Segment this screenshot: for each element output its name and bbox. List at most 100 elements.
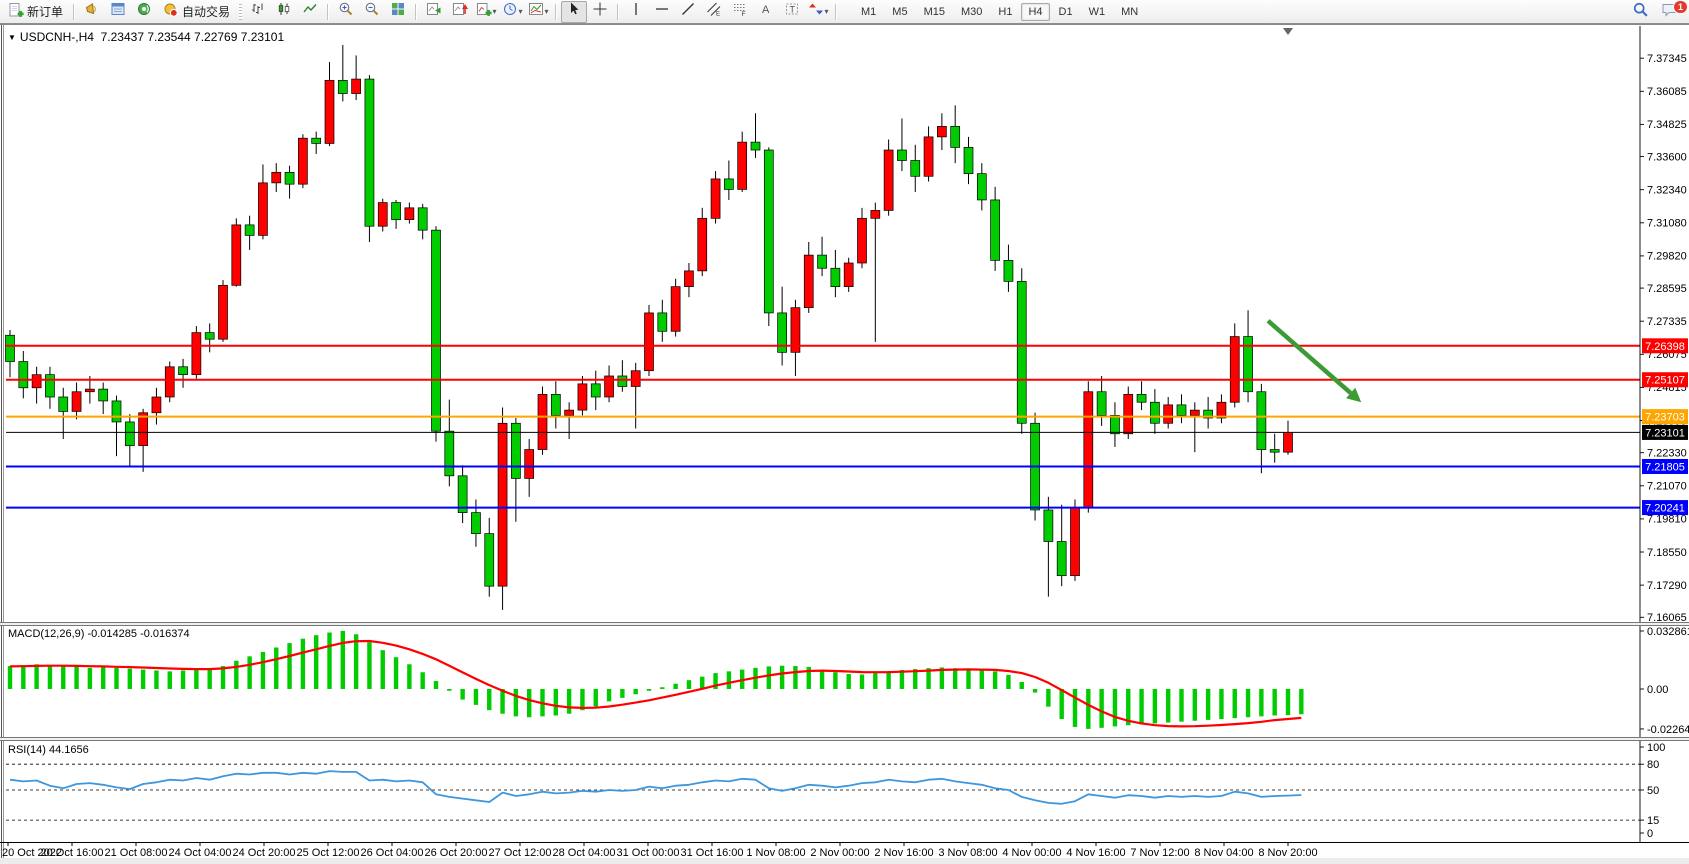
macd-histogram-bar bbox=[793, 666, 798, 689]
line-chart-button[interactable] bbox=[297, 1, 323, 23]
market-watch-button[interactable] bbox=[105, 1, 131, 23]
bar-chart-button[interactable] bbox=[245, 1, 271, 23]
macd-histogram-bar bbox=[992, 671, 998, 689]
candle-up bbox=[684, 270, 694, 287]
toolbar-separator bbox=[73, 3, 76, 20]
macd-histogram-bar bbox=[1192, 689, 1198, 721]
price-tick-label: 7.31080 bbox=[1647, 218, 1687, 230]
toolbar-separator bbox=[327, 3, 330, 20]
macd-histogram-bar bbox=[393, 657, 399, 689]
text-icon: A bbox=[758, 1, 774, 22]
macd-histogram-bar bbox=[1046, 689, 1051, 707]
macd-histogram-bar bbox=[7, 666, 13, 689]
templates-button[interactable]: ▾ bbox=[525, 1, 551, 23]
timeframe-button-M5[interactable]: M5 bbox=[892, 5, 908, 18]
chat-button[interactable]: 1 bbox=[1657, 0, 1688, 23]
notification-badge: 1 bbox=[1672, 0, 1688, 14]
macd-histogram-bar bbox=[1112, 689, 1118, 727]
candle-chart-button[interactable] bbox=[271, 1, 297, 23]
crosshair-tool-button[interactable] bbox=[587, 1, 613, 23]
auto-trading-label: 自动交易 bbox=[182, 5, 231, 19]
auto-scroll-button[interactable] bbox=[421, 1, 447, 23]
price-badge bbox=[1642, 409, 1688, 425]
chart-canvas[interactable]: 7.37345 7.36085 7.34825 7.33600 7.32340 7.310… bbox=[0, 24, 1689, 864]
candle-down bbox=[5, 334, 15, 362]
timeframe-button-M15[interactable]: M15 bbox=[923, 5, 945, 18]
price-badge-label: 7.26398 bbox=[1645, 341, 1685, 353]
macd-histogram-bar bbox=[806, 666, 811, 689]
time-axis-label: 21 Oct 08:00 bbox=[105, 847, 168, 859]
candle-down bbox=[897, 149, 907, 161]
candle-up bbox=[377, 202, 388, 227]
macd-histogram-bar bbox=[47, 665, 53, 689]
timeframe-group: M1 M5 M15 M30 H1 H4 D1 W1 MN bbox=[853, 1, 1146, 22]
vertical-line-tool-button[interactable] bbox=[623, 1, 649, 23]
timeframe-button-MN[interactable]: MN bbox=[1121, 5, 1139, 18]
time-axis-label: 31 Oct 16:00 bbox=[681, 847, 744, 859]
macd-histogram-bar bbox=[380, 650, 385, 689]
candle-down bbox=[391, 202, 401, 220]
candle-up bbox=[577, 383, 588, 411]
macd-histogram-bar bbox=[167, 671, 172, 689]
macd-histogram-bar bbox=[287, 643, 292, 689]
text-label-tool-button[interactable]: T bbox=[779, 1, 805, 23]
candle-up bbox=[697, 217, 708, 272]
macd-histogram-bar bbox=[1086, 689, 1091, 729]
macd-histogram-bar bbox=[939, 667, 945, 689]
time-axis-label: 20 Oct 16:00 bbox=[41, 847, 104, 859]
timeframe-button-H4[interactable]: H4 bbox=[1021, 2, 1050, 21]
add-indicator-icon bbox=[476, 1, 492, 22]
macd-histogram-bar bbox=[926, 668, 931, 689]
fibonacci-tool-button[interactable]: F bbox=[727, 1, 753, 23]
horizontal-line-tool-button[interactable] bbox=[649, 1, 675, 23]
pane-separator[interactable] bbox=[0, 737, 1689, 741]
periods-button[interactable]: ▾ bbox=[499, 1, 525, 23]
tile-windows-button[interactable] bbox=[385, 1, 411, 23]
macd-histogram-bar bbox=[274, 647, 279, 689]
add-indicator-button[interactable]: ▾ bbox=[473, 1, 499, 23]
chart-shift-marker[interactable] bbox=[1283, 28, 1293, 35]
zoom-out-button[interactable] bbox=[359, 1, 385, 23]
candle-down bbox=[1056, 541, 1067, 577]
chart-shift-icon bbox=[452, 1, 469, 22]
macd-histogram-bar bbox=[713, 673, 718, 689]
macd-histogram-bar bbox=[660, 687, 665, 689]
auto-trading-button[interactable]: 自动交易 bbox=[157, 1, 236, 23]
symbol-dropdown-icon[interactable]: ▼ bbox=[8, 33, 16, 42]
timeframe-button-H1[interactable]: H1 bbox=[998, 5, 1013, 18]
news-horn-button[interactable] bbox=[79, 1, 105, 23]
trendline-tool-button[interactable] bbox=[675, 1, 701, 23]
macd-histogram-bar bbox=[700, 676, 705, 689]
macd-histogram-bar bbox=[21, 665, 26, 689]
macd-histogram-bar bbox=[1299, 689, 1304, 715]
toolbar-separator bbox=[835, 3, 838, 20]
macd-histogram-bar bbox=[207, 668, 212, 689]
time-axis-label: 28 Oct 04:00 bbox=[553, 847, 616, 859]
timeframe-button-M30[interactable]: M30 bbox=[960, 5, 983, 18]
candle-up bbox=[1070, 506, 1080, 577]
signal-button[interactable] bbox=[131, 1, 157, 23]
zoom-in-button[interactable] bbox=[333, 1, 359, 23]
macd-histogram-bar bbox=[886, 671, 891, 689]
news-horn-icon bbox=[84, 1, 100, 22]
pane-separator[interactable] bbox=[0, 622, 1689, 626]
arrows-tool-button[interactable]: ▾ bbox=[805, 1, 831, 23]
search-button[interactable] bbox=[1627, 1, 1653, 23]
cursor-tool-button[interactable] bbox=[561, 0, 588, 23]
timeframe-button-D1[interactable]: D1 bbox=[1058, 5, 1073, 18]
timeframe-button-W1[interactable]: W1 bbox=[1088, 5, 1106, 18]
time-axis-label: 4 Nov 16:00 bbox=[1066, 847, 1125, 859]
candle-up bbox=[324, 80, 335, 144]
equidistant-channel-tool-button[interactable]: E bbox=[701, 1, 727, 23]
text-tool-button[interactable]: A bbox=[753, 1, 779, 23]
price-tick-label: 7.17290 bbox=[1647, 580, 1687, 592]
macd-histogram-bar bbox=[140, 669, 146, 689]
candle-up bbox=[191, 332, 202, 376]
trend-arrow-line[interactable] bbox=[1266, 319, 1353, 395]
candle-up bbox=[1216, 401, 1227, 419]
timeframe-button-M1[interactable]: M1 bbox=[861, 5, 877, 18]
new-order-button[interactable]: 新订单 bbox=[2, 1, 69, 23]
time-axis-label: 24 Oct 20:00 bbox=[233, 847, 296, 859]
chart-shift-button[interactable] bbox=[447, 1, 473, 23]
candle-up bbox=[218, 284, 228, 340]
